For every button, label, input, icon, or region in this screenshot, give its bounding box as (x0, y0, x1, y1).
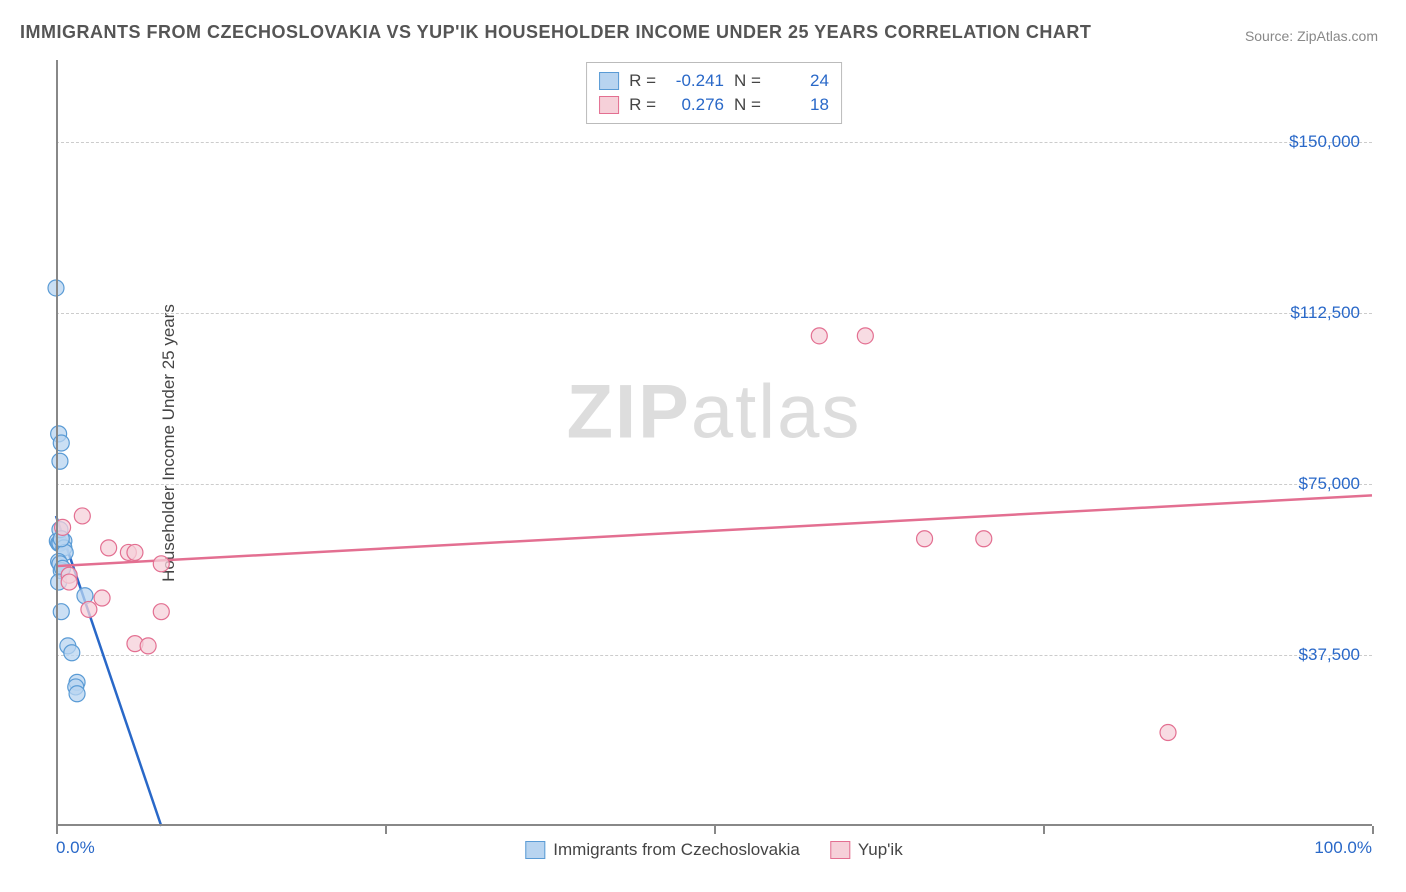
x-axis (56, 824, 1372, 826)
source-prefix: Source: (1245, 28, 1297, 44)
legend-label-0: Immigrants from Czechoslovakia (553, 840, 800, 860)
swatch-series-0 (525, 841, 545, 859)
y-axis (56, 60, 58, 826)
x-tick-label: 0.0% (56, 838, 95, 858)
stat-row-series-1: R = 0.276 N = 18 (599, 93, 829, 117)
swatch-series-1 (599, 96, 619, 114)
x-tick (1372, 826, 1374, 834)
n-value-1: 18 (771, 95, 829, 115)
stat-row-series-0: R = -0.241 N = 24 (599, 69, 829, 93)
swatch-series-0 (599, 72, 619, 90)
x-tick (1043, 826, 1045, 834)
n-label: N = (734, 71, 761, 91)
plot-area: ZIPatlas Householder Income Under 25 yea… (56, 60, 1372, 826)
swatch-series-1 (830, 841, 850, 859)
chart-title: IMMIGRANTS FROM CZECHOSLOVAKIA VS YUP'IK… (20, 22, 1091, 43)
x-tick (714, 826, 716, 834)
bottom-legend: Immigrants from Czechoslovakia Yup'ik (525, 840, 902, 860)
r-value-0: -0.241 (666, 71, 724, 91)
legend-item-0: Immigrants from Czechoslovakia (525, 840, 800, 860)
x-tick (385, 826, 387, 834)
legend-label-1: Yup'ik (858, 840, 903, 860)
x-tick (56, 826, 58, 834)
n-value-0: 24 (771, 71, 829, 91)
stat-legend: R = -0.241 N = 24 R = 0.276 N = 18 (586, 62, 842, 124)
chart-svg (56, 60, 1372, 826)
n-label: N = (734, 95, 761, 115)
r-value-1: 0.276 (666, 95, 724, 115)
x-tick-label: 100.0% (1314, 838, 1372, 858)
r-label: R = (629, 95, 656, 115)
r-label: R = (629, 71, 656, 91)
source-name: ZipAtlas.com (1297, 28, 1378, 44)
legend-item-1: Yup'ik (830, 840, 903, 860)
source-attribution: Source: ZipAtlas.com (1245, 28, 1378, 44)
